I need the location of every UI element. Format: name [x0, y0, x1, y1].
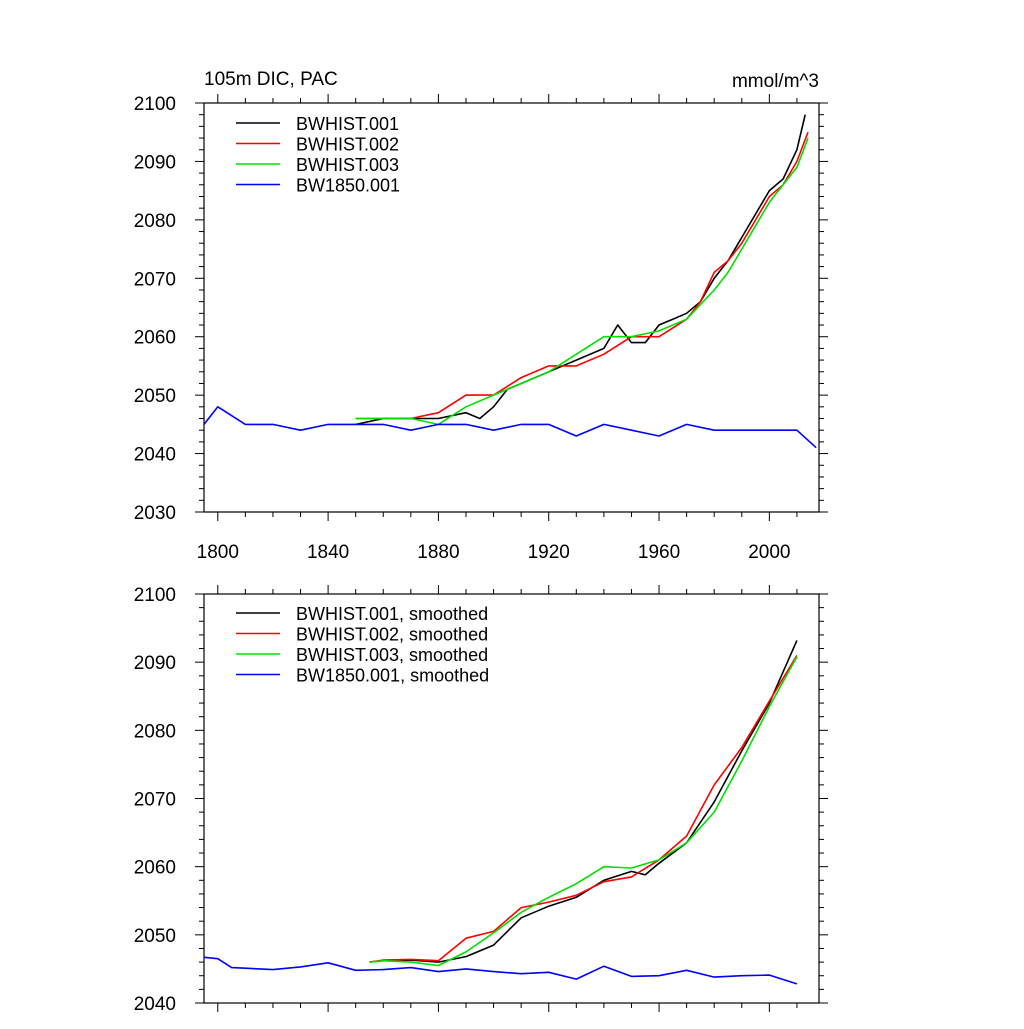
y-tick-label: 2070 — [134, 269, 176, 290]
legend-label: BWHIST.003, smoothed — [296, 645, 488, 665]
legend-label: BWHIST.002 — [296, 135, 399, 155]
x-tick-label: 1840 — [307, 542, 349, 563]
y-tick-label: 2060 — [134, 328, 176, 349]
series-line — [369, 656, 798, 967]
series-line — [203, 956, 798, 985]
y-tick-label: 2100 — [134, 585, 176, 606]
series-line — [203, 405, 817, 449]
y-tick-label: 2070 — [134, 790, 176, 811]
series-line — [369, 654, 798, 963]
plot-frame — [203, 102, 820, 513]
y-tick-label: 2100 — [134, 94, 176, 115]
x-tick-label: 1880 — [417, 542, 459, 563]
series-line — [355, 131, 809, 420]
x-tick-label: 1920 — [528, 542, 570, 563]
y-tick-label: 2080 — [134, 721, 176, 742]
series-line — [355, 114, 806, 426]
x-tick-label: 1800 — [197, 542, 239, 563]
y-tick-label: 2060 — [134, 858, 176, 879]
legend-label: BWHIST.001 — [296, 114, 399, 134]
y-tick-label: 2080 — [134, 211, 176, 232]
legend-label: BW1850.001 — [296, 176, 400, 196]
y-tick-label: 2040 — [134, 445, 176, 466]
series-line — [355, 137, 809, 426]
legend-label: BWHIST.001, smoothed — [296, 604, 488, 624]
x-tick-label: 2000 — [748, 542, 790, 563]
legend-label: BW1850.001, smoothed — [296, 666, 489, 686]
y-tick-label: 2090 — [134, 653, 176, 674]
y-tick-label: 2040 — [134, 994, 176, 1015]
chart-title: 105m DIC, PAC — [204, 69, 338, 90]
legend-label: BWHIST.003 — [296, 155, 399, 175]
bottom-panel: 2040 2050 2060 2070 2080 2090 2100 BWHIST.001, … — [134, 585, 828, 1015]
legend-label: BWHIST.002, smoothed — [296, 625, 488, 645]
y-tick-label: 2030 — [134, 503, 176, 524]
x-tick-label: 1960 — [638, 542, 680, 563]
y-tick-label: 2050 — [134, 386, 176, 407]
y-tick-label: 2090 — [134, 152, 176, 173]
y-tick-label: 2050 — [134, 926, 176, 947]
top-panel: 1800 1840 1880 1920 1960 2000 2030 2040 2050 2060… — [134, 94, 828, 563]
units-label: mmol/m^3 — [732, 71, 819, 92]
series-line — [369, 640, 798, 963]
